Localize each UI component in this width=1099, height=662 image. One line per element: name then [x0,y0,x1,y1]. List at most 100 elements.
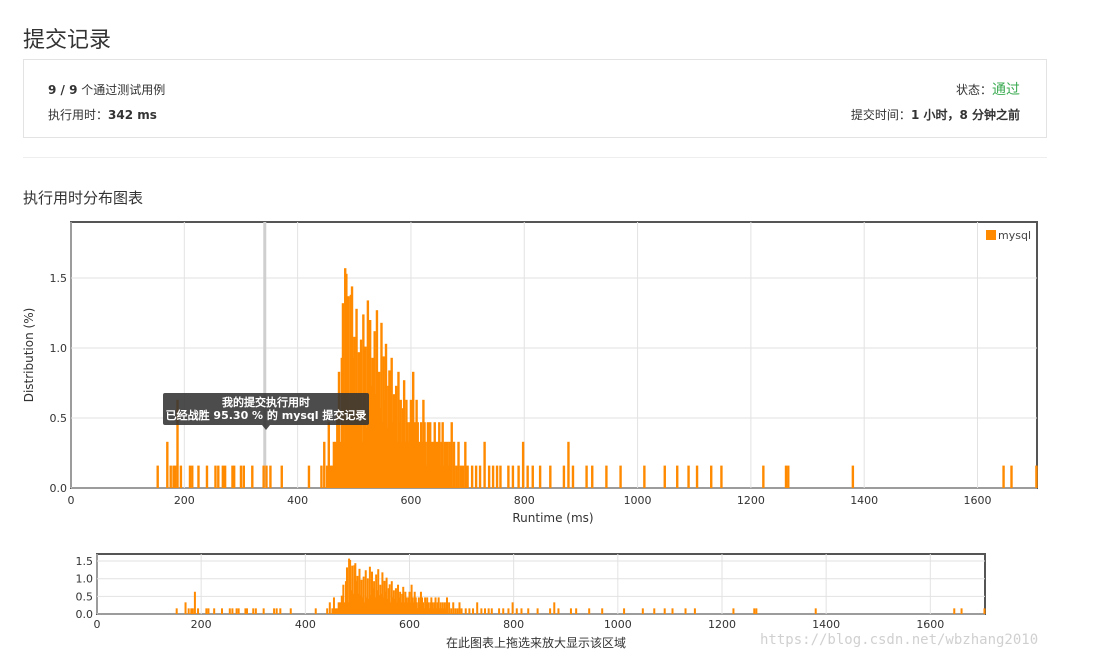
data-bar[interactable] [235,608,238,614]
data-bar[interactable] [431,602,434,614]
data-bar[interactable] [207,608,210,614]
data-bar[interactable] [487,608,490,614]
data-bar[interactable] [269,465,272,488]
data-bar[interactable] [190,608,193,614]
data-bar[interactable] [441,602,444,614]
data-bar[interactable] [443,602,446,614]
data-bar[interactable] [452,441,456,488]
data-bar[interactable] [641,608,644,614]
data-bar[interactable] [384,591,387,614]
data-bar[interactable] [601,608,604,614]
data-bar[interactable] [280,465,283,488]
data-bar[interactable] [336,415,339,488]
data-bar[interactable] [330,465,334,488]
data-bar[interactable] [439,602,442,614]
data-bar[interactable] [384,343,388,488]
data-bar[interactable] [438,608,441,614]
data-bar[interactable] [450,608,453,614]
data-bar[interactable] [205,608,208,614]
legend-label-mysql[interactable]: mysql [998,229,1031,242]
data-bar[interactable] [265,465,268,488]
data-bar[interactable] [334,441,337,488]
data-bar[interactable] [457,441,460,488]
data-bar[interactable] [340,595,343,614]
data-bar[interactable] [450,422,453,488]
data-bar[interactable] [434,597,437,614]
data-bar[interactable] [366,578,369,614]
data-bar[interactable] [174,465,177,488]
data-bar[interactable] [448,441,451,488]
data-bar[interactable] [569,608,572,614]
data-bar[interactable] [420,597,423,614]
data-bar[interactable] [345,567,348,614]
data-bar[interactable] [424,597,427,614]
data-bar[interactable] [425,602,428,614]
data-bar[interactable] [368,566,371,614]
data-bar[interactable] [393,598,396,614]
data-bar[interactable] [156,465,159,488]
data-bar[interactable] [367,598,370,614]
data-bar[interactable] [571,465,575,488]
data-bar[interactable] [507,465,510,488]
data-bar[interactable] [395,385,398,488]
data-bar[interactable] [429,602,432,614]
data-bar[interactable] [433,602,436,614]
data-bar[interactable] [663,465,666,488]
data-bar[interactable] [415,602,418,614]
data-bar[interactable] [423,608,426,614]
status-value[interactable]: 通过 [992,82,1020,98]
data-bar[interactable] [464,441,467,488]
data-bar[interactable] [187,608,190,614]
data-bar[interactable] [352,593,355,614]
data-bar[interactable] [331,608,334,614]
data-bar[interactable] [553,602,556,614]
data-bar[interactable] [191,608,194,614]
data-bar[interactable] [417,597,420,614]
data-bar[interactable] [356,575,359,614]
data-bar[interactable] [400,602,403,614]
data-bar[interactable] [402,380,406,488]
data-bar[interactable] [370,571,373,614]
data-bar[interactable] [383,580,386,614]
data-bar[interactable] [357,593,360,614]
data-bar[interactable] [960,608,963,614]
data-bar[interactable] [337,602,340,614]
data-bar[interactable] [653,608,656,614]
data-bar[interactable] [474,465,478,488]
data-bar[interactable] [430,597,433,614]
data-bar[interactable] [470,465,474,488]
data-bar[interactable] [427,602,430,614]
data-bar[interactable] [515,608,518,614]
data-bar[interactable] [695,465,699,488]
data-bar[interactable] [380,593,383,614]
data-bar[interactable] [445,597,448,614]
data-bar[interactable] [175,608,178,614]
data-bar[interactable] [188,465,192,488]
data-bar[interactable] [446,441,449,488]
data-bar[interactable] [328,602,331,614]
runtime-distribution-chart[interactable]: 0 200 400 600 800 1000 1200 1400 1600 0.0 0.5 1.0 1.… [0,212,1099,537]
data-bar[interactable] [345,273,348,488]
data-bar[interactable] [166,441,169,488]
data-bar[interactable] [392,590,395,614]
data-bar[interactable] [355,581,358,614]
data-bar[interactable] [538,465,542,488]
data-bar[interactable] [693,608,696,614]
data-bar[interactable] [511,602,514,614]
data-bar[interactable] [441,422,444,488]
data-bar[interactable] [205,465,209,488]
data-bar[interactable] [418,602,421,614]
data-bar[interactable] [361,597,364,614]
data-bar[interactable] [480,608,483,614]
data-bar[interactable] [176,399,179,488]
data-bar[interactable] [354,563,357,614]
data-bar[interactable] [184,602,187,614]
data-bar[interactable] [262,608,265,614]
data-bar[interactable] [358,568,361,614]
data-bar[interactable] [373,581,376,614]
data-bar[interactable] [376,590,379,614]
data-bar[interactable] [562,465,566,488]
data-bar[interactable] [179,465,183,488]
data-bar[interactable] [390,581,393,614]
data-bar[interactable] [517,465,520,488]
